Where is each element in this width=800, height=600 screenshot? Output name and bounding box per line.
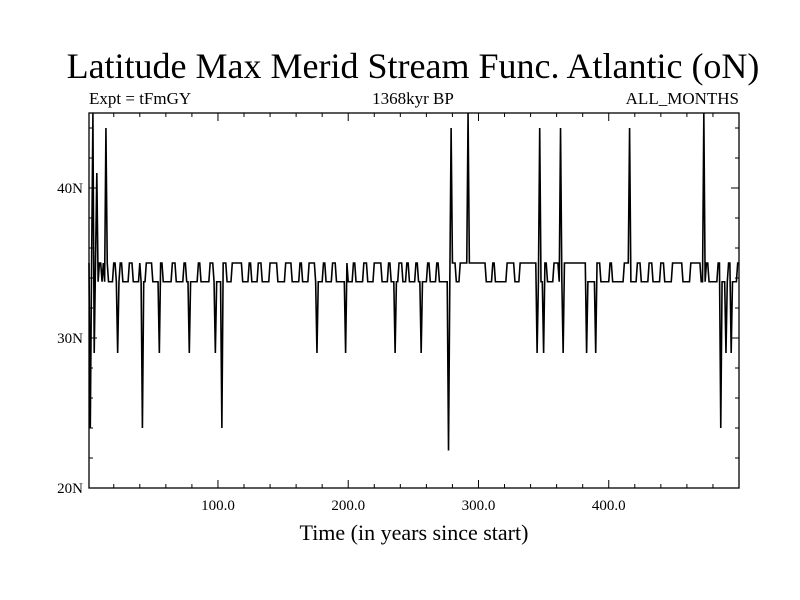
experiment-label: Expt = tFmGY [89,89,192,108]
x-tick-label: 100.0 [201,498,235,514]
x-tick-label: 300.0 [462,498,496,514]
y-tick-label: 20N [57,481,83,497]
x-tick-label: 400.0 [592,498,626,514]
x-tick-label: 200.0 [331,498,365,514]
series-line [88,112,739,451]
y-tick-label: 30N [57,331,83,347]
period-label: 1368kyr BP [372,89,454,108]
tick-labels: 20N 30N 40N 100.0 200.0 300.0 400.0 [57,181,625,514]
y-tick-label: 40N [57,181,83,197]
chart-title: Latitude Max Merid Stream Func. Atlantic… [66,46,760,86]
plot-frame [88,112,740,489]
axis-ticks [89,113,740,489]
months-label: ALL_MONTHS [625,89,739,108]
x-axis-label: Time (in years since start) [299,520,529,545]
